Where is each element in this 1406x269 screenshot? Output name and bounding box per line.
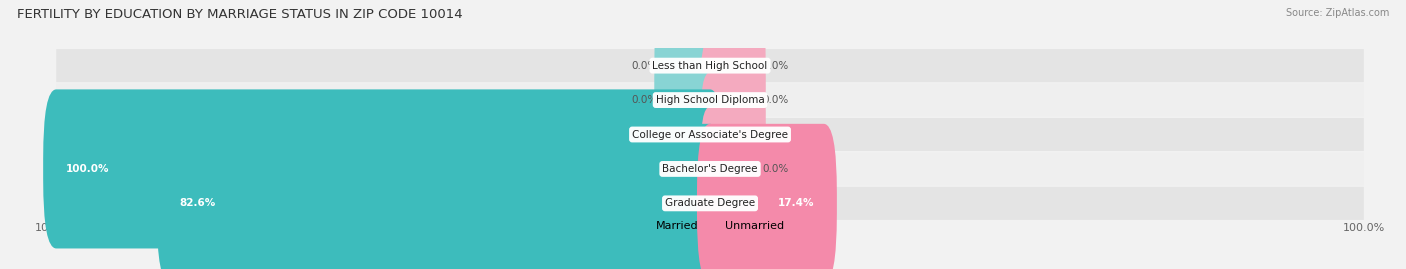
FancyBboxPatch shape xyxy=(654,72,720,197)
Text: 0.0%: 0.0% xyxy=(631,95,658,105)
Text: College or Associate's Degree: College or Associate's Degree xyxy=(633,129,787,140)
Legend: Married, Unmarried: Married, Unmarried xyxy=(631,216,789,236)
FancyBboxPatch shape xyxy=(697,124,837,269)
FancyBboxPatch shape xyxy=(700,72,766,197)
FancyBboxPatch shape xyxy=(700,3,766,128)
FancyBboxPatch shape xyxy=(56,49,1364,82)
FancyBboxPatch shape xyxy=(700,107,766,231)
Text: 0.0%: 0.0% xyxy=(762,95,789,105)
Text: FERTILITY BY EDUCATION BY MARRIAGE STATUS IN ZIP CODE 10014: FERTILITY BY EDUCATION BY MARRIAGE STATU… xyxy=(17,8,463,21)
Text: 0.0%: 0.0% xyxy=(762,129,789,140)
Text: Less than High School: Less than High School xyxy=(652,61,768,71)
Text: 0.0%: 0.0% xyxy=(631,129,658,140)
FancyBboxPatch shape xyxy=(56,187,1364,220)
Text: High School Diploma: High School Diploma xyxy=(655,95,765,105)
FancyBboxPatch shape xyxy=(56,118,1364,151)
Text: Graduate Degree: Graduate Degree xyxy=(665,198,755,208)
FancyBboxPatch shape xyxy=(56,153,1364,185)
Text: 17.4%: 17.4% xyxy=(778,198,814,208)
Text: 0.0%: 0.0% xyxy=(762,164,789,174)
Text: 100.0%: 100.0% xyxy=(66,164,110,174)
Text: 0.0%: 0.0% xyxy=(631,61,658,71)
Text: Bachelor's Degree: Bachelor's Degree xyxy=(662,164,758,174)
Text: 0.0%: 0.0% xyxy=(762,61,789,71)
FancyBboxPatch shape xyxy=(700,38,766,162)
FancyBboxPatch shape xyxy=(654,3,720,128)
FancyBboxPatch shape xyxy=(654,38,720,162)
FancyBboxPatch shape xyxy=(157,124,723,269)
FancyBboxPatch shape xyxy=(56,84,1364,116)
FancyBboxPatch shape xyxy=(44,89,723,249)
Text: Source: ZipAtlas.com: Source: ZipAtlas.com xyxy=(1285,8,1389,18)
Text: 82.6%: 82.6% xyxy=(180,198,217,208)
